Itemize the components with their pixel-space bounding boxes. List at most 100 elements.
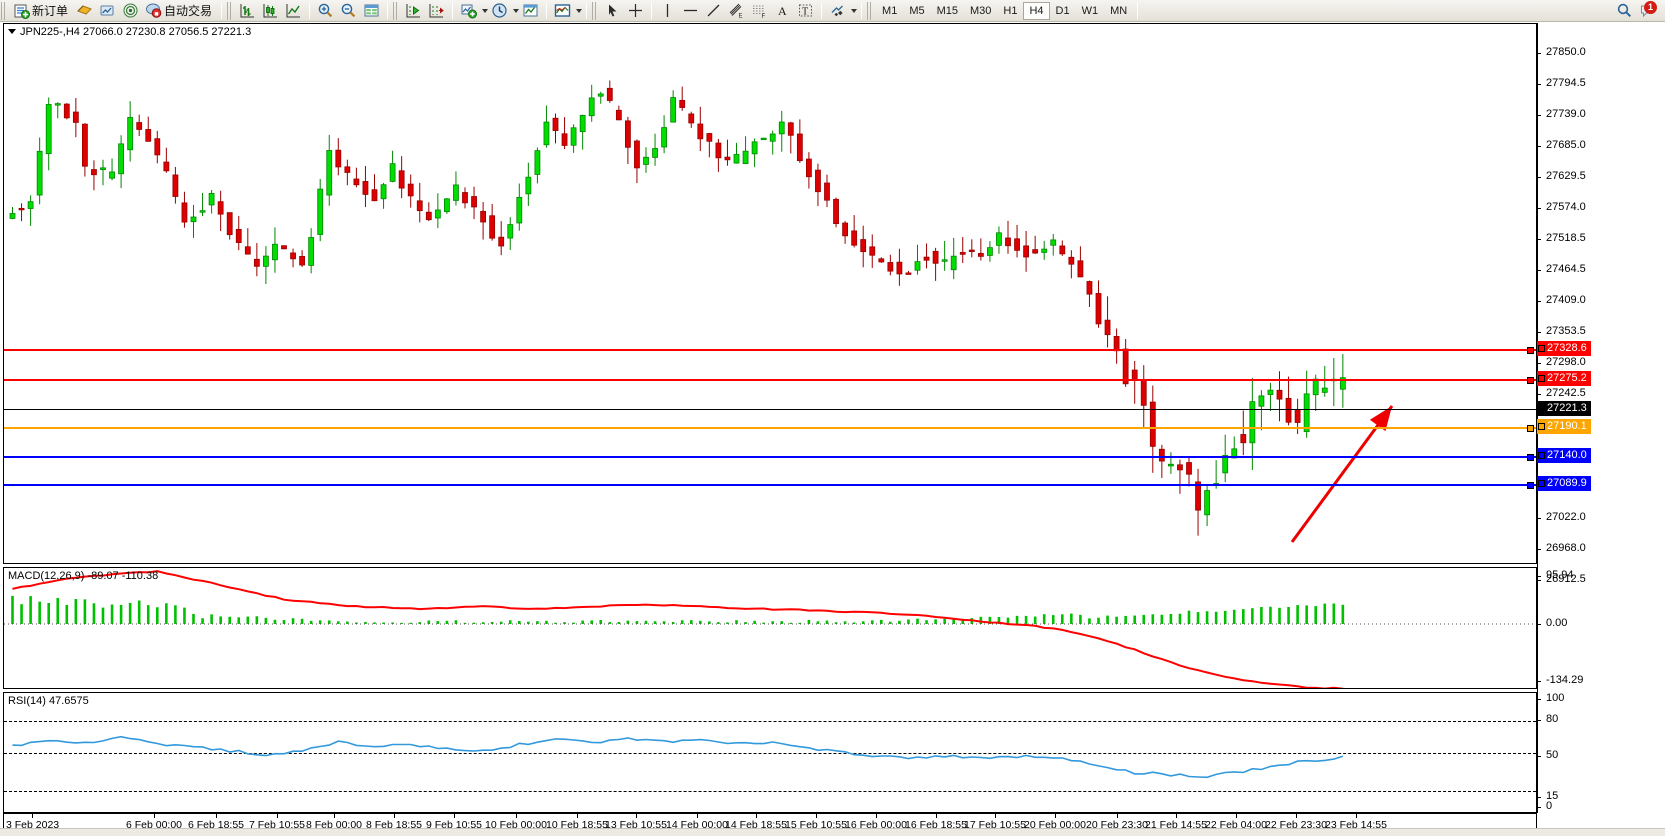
price-tick: 26912.5 (1537, 573, 1586, 585)
new-order-button[interactable]: 新订单 (10, 1, 73, 21)
fibonacci-button[interactable]: F (748, 1, 771, 21)
templates-button[interactable] (519, 1, 542, 21)
period-button[interactable] (488, 1, 511, 21)
template-select-button[interactable] (551, 1, 574, 21)
toolbar-grip-4[interactable] (592, 1, 599, 20)
chart-shift-button[interactable] (425, 1, 448, 21)
trendline-button[interactable] (702, 1, 725, 21)
rsi-series (12, 735, 1344, 779)
level-drag-handle[interactable] (1527, 347, 1534, 354)
price-tick: 27409.0 (1537, 294, 1586, 306)
price-tag-support-1[interactable]: 27140.0 (1537, 448, 1591, 463)
autotrading-button[interactable]: 自动交易 (142, 1, 217, 21)
toolbar-grip-2[interactable] (227, 1, 234, 20)
price-level-line-support-2[interactable] (4, 482, 1536, 489)
timeframe-m1[interactable]: M1 (882, 4, 898, 17)
macd-tick: -134.29 (1537, 674, 1583, 686)
price-tag-value: 27140.0 (1547, 449, 1587, 461)
price-level-line-resistance-2[interactable] (4, 347, 1536, 354)
text-button[interactable]: A (771, 1, 794, 21)
chart-template-icon (554, 4, 571, 17)
crosshair-button[interactable] (624, 1, 647, 21)
price-tag-resistance-1[interactable]: 27275.2 (1537, 371, 1591, 386)
toolbar-separator-10 (1137, 2, 1139, 19)
price-tick: 27353.5 (1537, 325, 1586, 337)
price-tag-handle[interactable] (1538, 452, 1545, 459)
signals-button[interactable] (119, 1, 142, 21)
vline-icon (666, 4, 669, 17)
zoom-out-button[interactable] (337, 1, 360, 21)
time-tick-mark (1356, 814, 1357, 818)
price-tag-handle[interactable] (1538, 345, 1545, 352)
level-drag-handle[interactable] (1527, 425, 1534, 432)
alerts-button[interactable]: 1 (1636, 0, 1659, 21)
level-drag-handle[interactable] (1527, 482, 1534, 489)
rsi-pane[interactable]: RSI(14) 47.6575 (3, 692, 1537, 813)
line-chart-button[interactable] (282, 1, 305, 21)
objects-dropdown-caret[interactable] (851, 8, 858, 13)
text-label-button[interactable]: T (794, 1, 817, 21)
price-level-line-pivot[interactable] (4, 425, 1536, 432)
timeframe-h1[interactable]: H1 (1003, 4, 1018, 17)
templates-icon (523, 4, 538, 17)
template-select-caret[interactable] (576, 8, 583, 13)
price-tag-handle[interactable] (1538, 423, 1545, 430)
indicators-dropdown-caret[interactable] (482, 8, 489, 13)
price-tag-handle[interactable] (1538, 375, 1545, 382)
data-window-button[interactable] (360, 1, 383, 21)
rsi-tick: 15 (1537, 790, 1558, 802)
fibonacci-icon: F (753, 5, 766, 19)
toolbar-grip-1[interactable] (1, 1, 7, 20)
equidistant-channel-button[interactable]: E (725, 1, 748, 21)
macd-series (4, 570, 1536, 688)
price-level-line-resistance-1[interactable] (4, 377, 1536, 384)
macd-pane[interactable]: MACD(12,26,9) -89.07 -110.38 (3, 567, 1537, 689)
timeframe-m5[interactable]: M5 (909, 4, 925, 17)
template-button[interactable] (73, 1, 96, 21)
toolbar-separator-4 (452, 2, 454, 19)
price-level-line-current-price[interactable] (4, 409, 1536, 410)
timeframe-h4[interactable]: H4 (1023, 1, 1050, 20)
timeframe-m15[interactable]: M15 (936, 4, 958, 17)
vertical-line-button[interactable] (656, 1, 679, 21)
timeframe-mn[interactable]: MN (1110, 4, 1128, 17)
timeframe-m30[interactable]: M30 (970, 4, 992, 17)
bar-chart-button[interactable] (236, 1, 259, 21)
equidistant-channel-icon: E (729, 3, 743, 19)
price-tag-handle[interactable] (1538, 480, 1545, 487)
price-tag-resistance-2[interactable]: 27328.6 (1537, 341, 1591, 356)
level-drag-handle[interactable] (1527, 454, 1534, 461)
period-dropdown-caret[interactable] (513, 8, 520, 13)
price-tag-support-2[interactable]: 27089.9 (1537, 476, 1591, 491)
timeframe-d1[interactable]: D1 (1055, 4, 1070, 17)
cursor-icon (609, 4, 617, 17)
autoscroll-button[interactable] (402, 1, 425, 21)
price-tag-pivot[interactable]: 27190.1 (1537, 419, 1591, 434)
macd-tick: 95.94 (1537, 569, 1574, 581)
data-window-icon (364, 4, 379, 17)
price-level-line-support-1[interactable] (4, 454, 1536, 461)
level-drag-handle[interactable] (1527, 377, 1534, 384)
symbol-dropdown-caret[interactable] (8, 29, 16, 34)
price-axis[interactable]: 27850.0 27794.5 27739.0 27685.0 27629.5 27574… (1537, 23, 1665, 813)
zoom-in-button[interactable] (314, 1, 337, 21)
search-button[interactable] (1613, 1, 1636, 21)
signals-icon (123, 3, 138, 18)
indicators-icon (461, 4, 478, 19)
toolbar-grip-5[interactable] (867, 1, 874, 20)
objects-button[interactable] (826, 1, 849, 21)
toolbar-grip-3[interactable] (393, 1, 400, 20)
cursor-button[interactable] (601, 1, 624, 21)
indicators-button[interactable] (457, 1, 480, 21)
timeframe-w1[interactable]: W1 (1081, 4, 1099, 17)
autotrading-label: 自动交易 (164, 4, 213, 18)
price-tag-current-price[interactable]: 27221.3 (1537, 401, 1591, 416)
chart-data-button[interactable] (96, 1, 119, 21)
price-tick: 27574.0 (1537, 201, 1586, 213)
candlestick-chart-button[interactable] (259, 1, 282, 21)
price-pane[interactable]: JPN225-,H4 27066.0 27230.8 27056.5 27221… (3, 23, 1537, 564)
chart-data-icon (100, 5, 114, 16)
horizontal-line-button[interactable] (679, 1, 702, 21)
toolbar-separator-8 (821, 2, 823, 19)
toolbar-separator-7 (651, 2, 653, 19)
